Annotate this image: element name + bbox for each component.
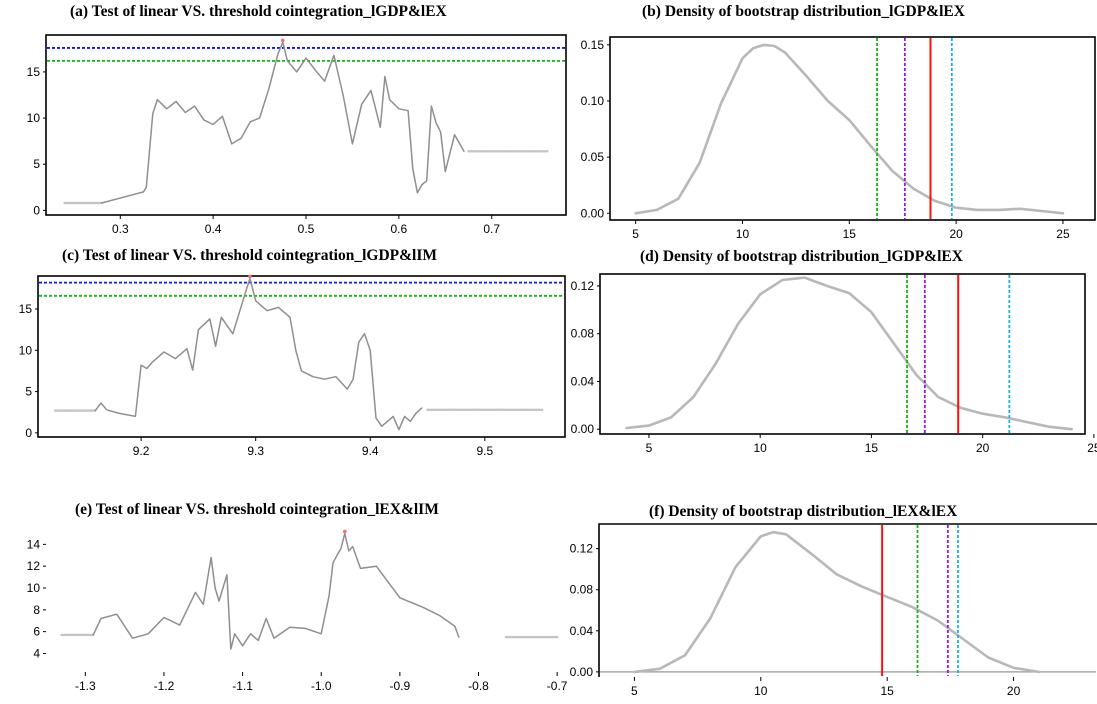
y-tick-label: 0.05 bbox=[581, 150, 605, 164]
x-tick-label: 20 bbox=[1007, 684, 1021, 698]
chart-b: 0.00 0.05 0.10 0.15 5 10 15 20 25 bbox=[581, 36, 1096, 241]
x-tick-label: 10 bbox=[736, 227, 750, 241]
y-tick-label: 15 bbox=[27, 65, 41, 79]
series-main bbox=[100, 41, 465, 204]
panel-title-f: (f) Density of bootstrap distribution_lE… bbox=[649, 503, 958, 520]
x-tick-label: 9.4 bbox=[362, 444, 379, 458]
y-tick-label: 0.15 bbox=[581, 38, 605, 52]
x-tick-label: 9.3 bbox=[247, 444, 264, 458]
panel-title-e: (e) Test of linear VS. threshold cointeg… bbox=[75, 501, 439, 518]
panel-title-b: (b) Density of bootstrap distribution_lG… bbox=[642, 3, 965, 20]
x-tick-label: -1.2 bbox=[154, 679, 175, 693]
y-tick-label: 0.04 bbox=[570, 624, 594, 638]
x-tick-label: -1.0 bbox=[311, 679, 332, 693]
y-tick-label: 10 bbox=[19, 343, 33, 357]
plot-frame-a bbox=[45, 34, 567, 216]
x-tick-label: 5 bbox=[631, 684, 638, 698]
x-tick-label: 20 bbox=[976, 441, 990, 455]
y-tick-label: 10 bbox=[27, 111, 41, 125]
chart-d: 0.00 0.04 0.08 0.12 5 10 15 20 25 bbox=[571, 273, 1097, 455]
x-tick-label: -1.1 bbox=[232, 679, 253, 693]
x-tick-label: 0.3 bbox=[112, 222, 129, 236]
series-density bbox=[625, 276, 1073, 431]
x-tick-label: 25 bbox=[1087, 441, 1097, 455]
peak-marker bbox=[343, 529, 347, 534]
y-tick-label: 0.04 bbox=[571, 374, 595, 388]
y-tick-label: 0 bbox=[33, 203, 40, 217]
y-tick-label: 10 bbox=[27, 581, 41, 595]
chart-a: 0 5 10 15 0.3 0.4 0.5 0.6 0.7 bbox=[27, 34, 567, 236]
plot-frame-d bbox=[599, 273, 1086, 435]
x-tick-label: 0.6 bbox=[391, 222, 408, 236]
y-tick-label: 0.00 bbox=[570, 665, 594, 679]
x-tick-label: 15 bbox=[865, 441, 879, 455]
chart-e: 4 6 8 10 12 14 -1.3 -1.2 -1.1 -1.0 -0.9 -0.8 -0.7 bbox=[27, 529, 568, 693]
series-density bbox=[633, 530, 1041, 674]
y-tick-label: 8 bbox=[33, 603, 40, 617]
panel-title-d: (d) Density of bootstrap distribution_lG… bbox=[640, 248, 963, 265]
y-tick-label: 12 bbox=[27, 559, 41, 573]
x-tick-label: -1.3 bbox=[75, 679, 96, 693]
x-tick-label: 10 bbox=[754, 441, 768, 455]
x-tick-label: 5 bbox=[646, 441, 653, 455]
x-tick-label: 20 bbox=[949, 227, 963, 241]
x-tick-label: 5 bbox=[632, 227, 639, 241]
y-tick-label: 0.12 bbox=[570, 542, 594, 556]
x-tick-label: 0.7 bbox=[483, 222, 500, 236]
y-tick-label: 0 bbox=[25, 426, 32, 440]
series-main bbox=[92, 532, 460, 650]
y-tick-label: 5 bbox=[33, 157, 40, 171]
y-tick-label: 0.00 bbox=[571, 422, 595, 436]
y-tick-label: 0.08 bbox=[571, 327, 595, 341]
y-tick-label: 0.12 bbox=[571, 279, 595, 293]
peak-marker bbox=[248, 274, 252, 279]
chart-f: 0.00 0.04 0.08 0.12 5 10 15 20 bbox=[570, 523, 1097, 698]
series-density bbox=[634, 43, 1065, 215]
series-main bbox=[94, 277, 423, 431]
x-tick-label: 9.2 bbox=[133, 444, 150, 458]
x-tick-label: -0.8 bbox=[468, 679, 489, 693]
x-tick-label: 9.5 bbox=[476, 444, 493, 458]
panel-title-c: (c) Test of linear VS. threshold cointeg… bbox=[62, 247, 438, 264]
y-tick-label: 5 bbox=[25, 385, 32, 399]
y-tick-label: 4 bbox=[33, 646, 40, 660]
y-tick-label: 0.00 bbox=[581, 206, 605, 220]
x-tick-label: 10 bbox=[754, 684, 768, 698]
y-tick-label: 0.08 bbox=[570, 583, 594, 597]
y-tick-label: 6 bbox=[33, 625, 40, 639]
y-tick-label: 15 bbox=[19, 302, 33, 316]
panel-title-a: (a) Test of linear VS. threshold cointeg… bbox=[70, 3, 447, 20]
y-tick-label: 0.10 bbox=[581, 94, 605, 108]
plot-frame-f bbox=[598, 523, 1097, 677]
plot-frame-c bbox=[37, 275, 566, 438]
chart-c: 0 5 10 15 9.2 9.3 9.4 9.5 bbox=[19, 274, 566, 458]
peak-marker bbox=[280, 38, 285, 43]
x-tick-label: 15 bbox=[843, 227, 857, 241]
x-tick-label: -0.9 bbox=[390, 679, 411, 693]
x-tick-label: 0.4 bbox=[205, 222, 222, 236]
x-tick-label: -0.7 bbox=[547, 679, 568, 693]
plot-frame-b bbox=[609, 36, 1096, 221]
x-tick-label: 0.5 bbox=[298, 222, 315, 236]
x-tick-label: 25 bbox=[1056, 227, 1070, 241]
y-tick-label: 14 bbox=[27, 537, 41, 551]
x-tick-label: 15 bbox=[881, 684, 895, 698]
